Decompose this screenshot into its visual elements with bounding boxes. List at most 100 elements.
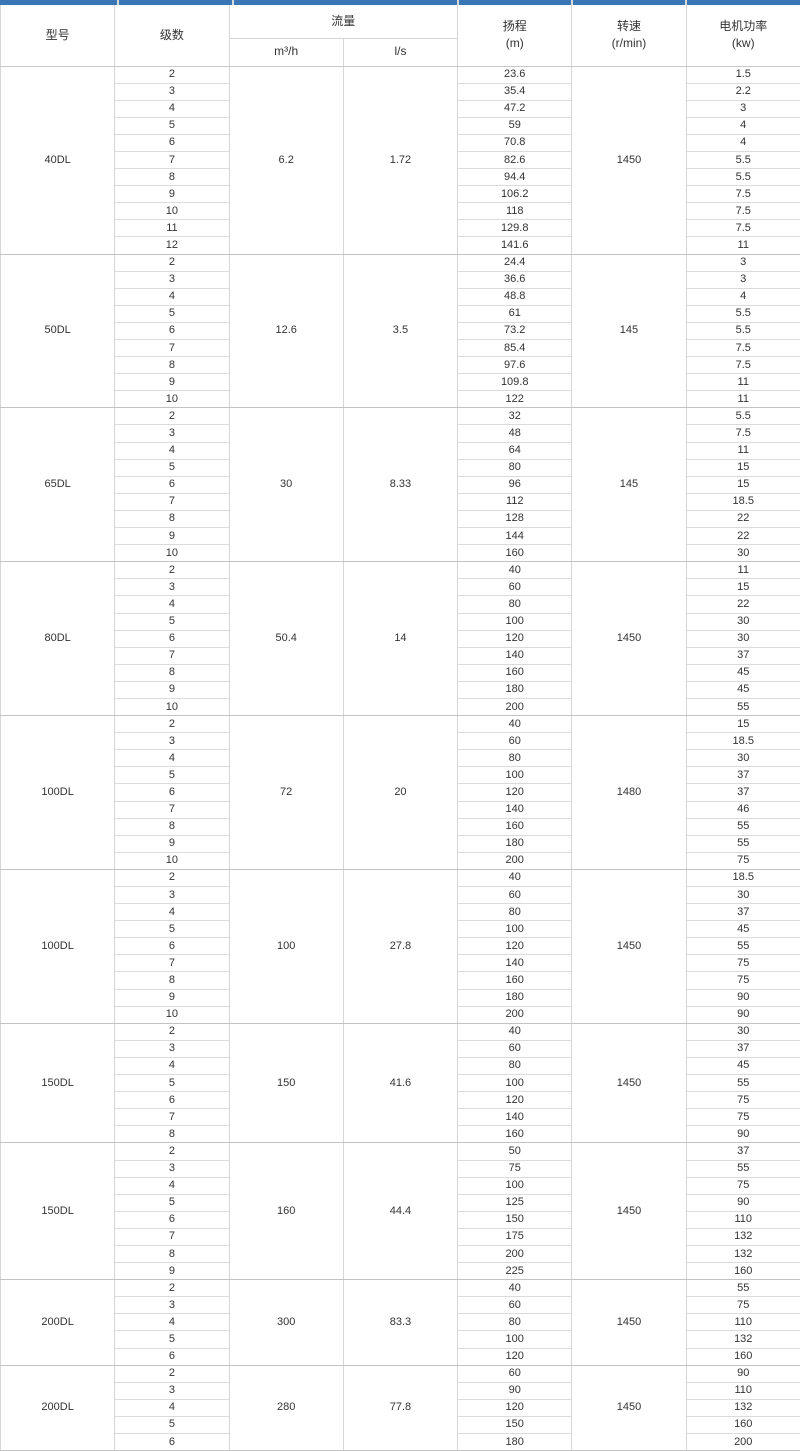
power-cell: 75 (686, 1177, 800, 1194)
head-cell: 50 (458, 1143, 572, 1160)
head-cell: 175 (458, 1228, 572, 1245)
stages-cell: 6 (115, 630, 229, 647)
stages-cell: 7 (115, 1228, 229, 1245)
flow-m3h-cell: 160 (229, 1143, 343, 1280)
power-cell: 110 (686, 1382, 800, 1399)
power-cell: 7.5 (686, 425, 800, 442)
stages-cell: 7 (115, 801, 229, 818)
power-cell: 7.5 (686, 357, 800, 374)
stages-cell: 3 (115, 579, 229, 596)
flow-ls-cell: 8.33 (343, 408, 457, 562)
stages-cell: 3 (115, 271, 229, 288)
head-cell: 100 (458, 1075, 572, 1092)
head-cell: 80 (458, 459, 572, 476)
stages-cell: 8 (115, 1126, 229, 1143)
header-row-top: 型号 级数 流量 扬程 (m) 转速 (r/min) 电机功率 (kw) (1, 5, 800, 38)
power-cell: 75 (686, 1092, 800, 1109)
stages-cell: 5 (115, 613, 229, 630)
power-cell: 45 (686, 1057, 800, 1074)
head-cell: 90 (458, 1382, 572, 1399)
stages-cell: 2 (115, 1365, 229, 1382)
flow-ls-cell: 83.3 (343, 1280, 457, 1365)
power-cell: 3 (686, 254, 800, 271)
head-cell: 60 (458, 1040, 572, 1057)
head-cell: 120 (458, 784, 572, 801)
power-cell: 3 (686, 100, 800, 117)
col-header-flow-group: 流量 (229, 5, 458, 38)
power-cell: 5.5 (686, 408, 800, 425)
stages-cell: 2 (115, 716, 229, 733)
head-cell: 48 (458, 425, 572, 442)
head-cell: 140 (458, 647, 572, 664)
head-cell: 36.6 (458, 271, 572, 288)
power-cell: 55 (686, 835, 800, 852)
flow-ls-cell: 1.72 (343, 66, 457, 254)
stages-cell: 8 (115, 169, 229, 186)
flow-ls-cell: 14 (343, 562, 457, 716)
stages-cell: 4 (115, 596, 229, 613)
head-cell: 225 (458, 1263, 572, 1280)
head-cell: 96 (458, 476, 572, 493)
head-cell: 128 (458, 510, 572, 527)
power-cell: 18.5 (686, 493, 800, 510)
head-cell: 100 (458, 767, 572, 784)
model-cell: 50DL (1, 254, 115, 408)
stages-cell: 5 (115, 1075, 229, 1092)
col-header-flow-ls: l/s (343, 38, 457, 66)
head-cell: 47.2 (458, 100, 572, 117)
stages-cell: 3 (115, 1160, 229, 1177)
col-header-flow-m3h: m³/h (229, 38, 343, 66)
spec-table-header: 型号 级数 流量 扬程 (m) 转速 (r/min) 电机功率 (kw) m³/… (1, 5, 800, 66)
power-cell: 22 (686, 510, 800, 527)
model-cell: 40DL (1, 66, 115, 254)
power-cell: 160 (686, 1263, 800, 1280)
power-cell: 110 (686, 1314, 800, 1331)
stages-cell: 4 (115, 1399, 229, 1416)
model-cell: 100DL (1, 716, 115, 870)
power-cell: 55 (686, 938, 800, 955)
speed-cell: 1450 (572, 1143, 686, 1280)
power-cell: 22 (686, 528, 800, 545)
stages-cell: 4 (115, 1057, 229, 1074)
stages-cell: 4 (115, 288, 229, 305)
head-cell: 85.4 (458, 340, 572, 357)
stages-cell: 3 (115, 83, 229, 100)
stages-cell: 10 (115, 545, 229, 562)
head-cell: 24.4 (458, 254, 572, 271)
power-cell: 11 (686, 442, 800, 459)
power-cell: 45 (686, 681, 800, 698)
stages-cell: 4 (115, 1314, 229, 1331)
stages-cell: 7 (115, 955, 229, 972)
top-bar-gap (571, 0, 573, 5)
stages-cell: 7 (115, 493, 229, 510)
stages-cell: 5 (115, 921, 229, 938)
head-cell: 100 (458, 1177, 572, 1194)
head-cell: 160 (458, 545, 572, 562)
power-cell: 30 (686, 887, 800, 904)
stages-cell: 5 (115, 305, 229, 322)
power-cell: 45 (686, 664, 800, 681)
power-cell: 11 (686, 391, 800, 408)
stages-cell: 3 (115, 1297, 229, 1314)
head-cell: 120 (458, 630, 572, 647)
speed-cell: 145 (572, 408, 686, 562)
head-cell: 80 (458, 1057, 572, 1074)
stages-cell: 6 (115, 784, 229, 801)
stages-cell: 9 (115, 1263, 229, 1280)
power-cell: 7.5 (686, 203, 800, 220)
power-cell: 18.5 (686, 733, 800, 750)
power-cell: 22 (686, 596, 800, 613)
speed-cell: 1450 (572, 869, 686, 1023)
power-cell: 15 (686, 716, 800, 733)
stages-cell: 7 (115, 340, 229, 357)
power-cell: 37 (686, 767, 800, 784)
stages-cell: 9 (115, 835, 229, 852)
col-header-head: 扬程 (m) (458, 5, 572, 66)
stages-cell: 11 (115, 220, 229, 237)
power-cell: 90 (686, 1365, 800, 1382)
stages-cell: 2 (115, 1023, 229, 1040)
head-cell: 60 (458, 887, 572, 904)
